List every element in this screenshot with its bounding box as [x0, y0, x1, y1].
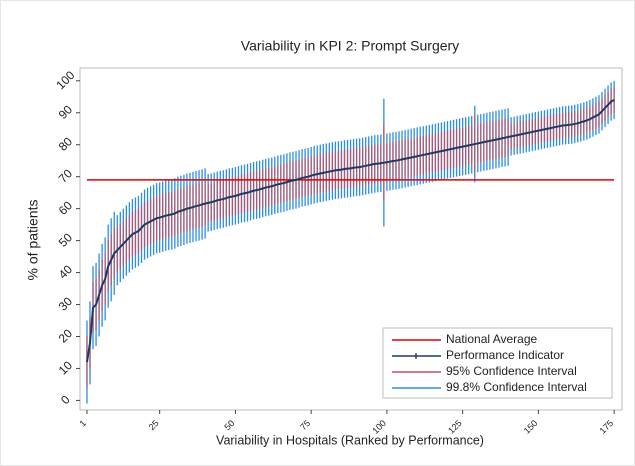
legend-label: National Average	[446, 332, 538, 346]
chart-title: Variability in KPI 2: Prompt Surgery	[241, 38, 459, 54]
x-axis-label: Variability in Hospitals (Ranked by Perf…	[216, 433, 484, 447]
legend-label: 95% Confidence Interval	[446, 364, 577, 378]
x-tick-label: 1	[77, 418, 88, 429]
legend-label: 99.8% Confidence Interval	[446, 380, 587, 394]
legend-label: Performance Indicator	[446, 348, 564, 362]
performance-line	[85, 99, 615, 363]
y-axis-label: % of patients	[25, 200, 41, 281]
